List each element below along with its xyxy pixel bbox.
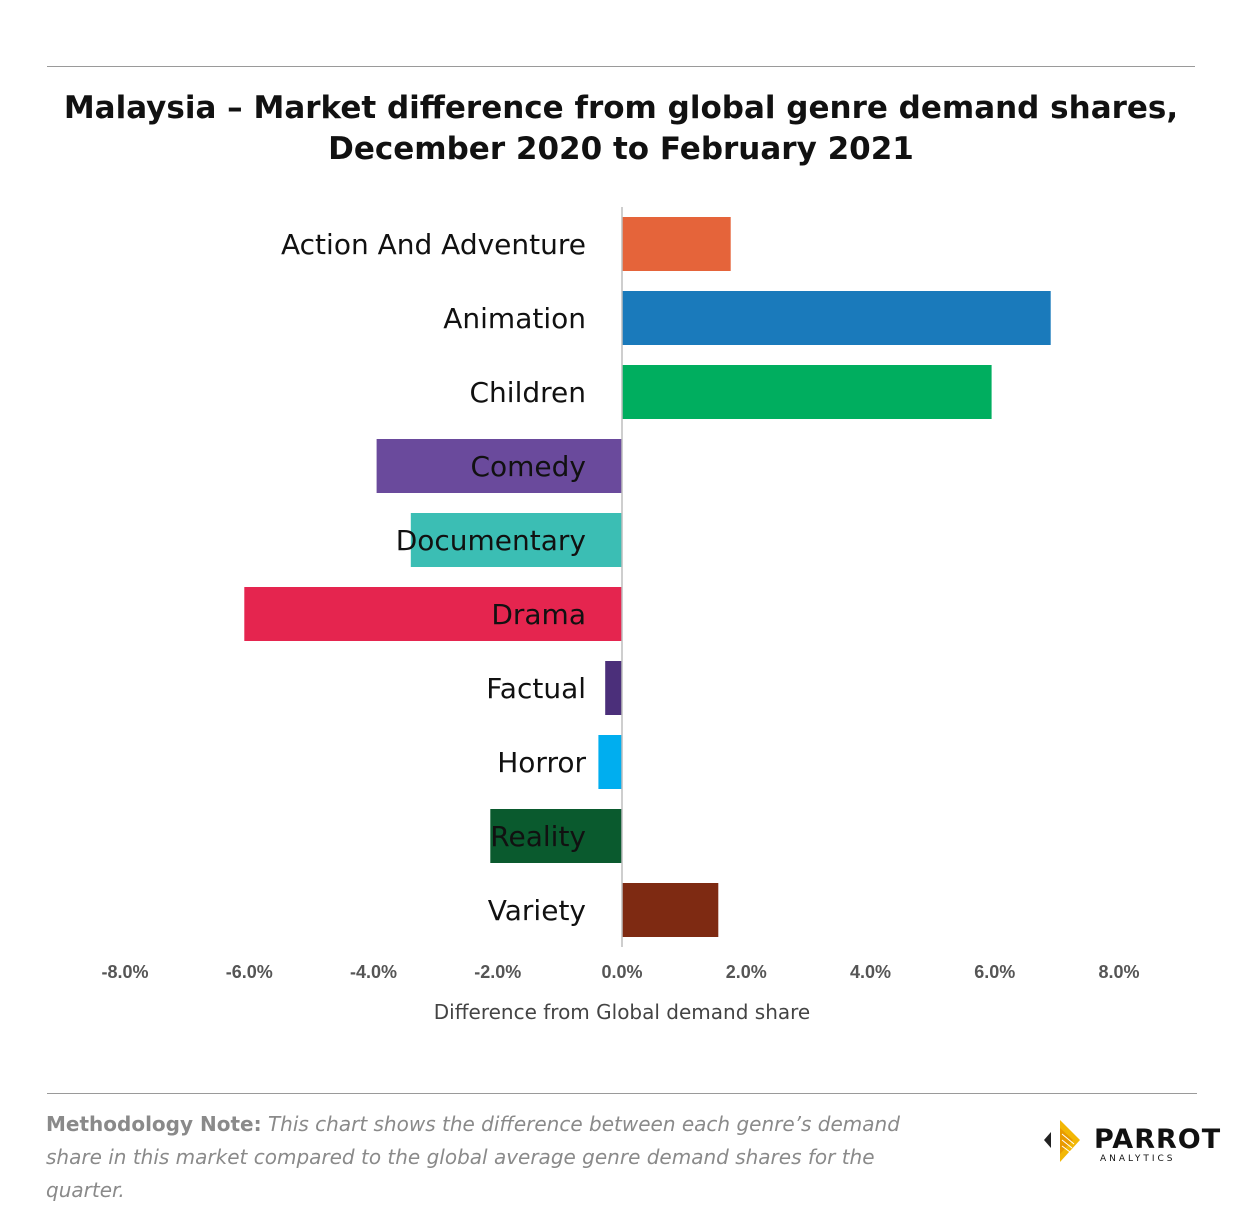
bar-factual	[605, 661, 622, 715]
x-tick-label: 6.0%	[974, 962, 1015, 982]
methodology-note-body: This chart shows the difference between …	[46, 1112, 900, 1202]
category-label: Horror	[497, 746, 586, 779]
logo-subtitle: ANALYTICS	[1100, 1154, 1176, 1164]
bar-reality	[490, 809, 622, 863]
x-tick-label: 2.0%	[726, 962, 767, 982]
bar-comedy	[376, 439, 622, 493]
category-label: Reality	[490, 820, 586, 853]
x-tick-label: 4.0%	[850, 962, 891, 982]
x-tick-label: 8.0%	[1098, 962, 1139, 982]
bar-action-and-adventure	[622, 217, 731, 271]
x-axis-title: Difference from Global demand share	[434, 1000, 810, 1024]
bar-animation	[622, 291, 1051, 345]
bar-chart: Action And Adventure Animation Children Com…	[101, 207, 1140, 1024]
x-tick-label: -4.0%	[350, 962, 397, 982]
bar-children	[622, 365, 992, 419]
bar-horror	[598, 735, 622, 789]
category-label: Variety	[488, 894, 586, 927]
bar-drama	[244, 587, 623, 641]
chart-title-line-2: December 2020 to February 2021	[328, 131, 914, 167]
chart-title: Malaysia – Market difference from global…	[0, 88, 1242, 170]
category-label: Action And Adventure	[281, 228, 586, 261]
top-divider	[47, 66, 1195, 67]
bottom-divider	[47, 1093, 1197, 1094]
category-label: Documentary	[396, 524, 586, 557]
bars-group	[244, 217, 1051, 937]
chart-title-line-1: Malaysia – Market difference from global…	[63, 90, 1179, 126]
x-tick-label: 0.0%	[601, 962, 642, 982]
bar-variety	[622, 883, 719, 937]
bar-documentary	[410, 513, 622, 567]
methodology-note: Methodology Note: This chart shows the d…	[46, 1108, 926, 1207]
category-label: Factual	[486, 672, 586, 705]
category-label: Animation	[443, 302, 586, 335]
x-tick-label: -6.0%	[226, 962, 273, 982]
logo-wordmark: PARROT	[1094, 1124, 1222, 1155]
category-labels-group: Action And Adventure Animation Children Com…	[281, 228, 586, 927]
x-tick-label: -8.0%	[101, 962, 148, 982]
x-tick-labels-group: -8.0% -6.0% -4.0% -2.0% 0.0% 2.0% 4.0% 6.0% 8.0%	[101, 962, 1139, 982]
x-tick-label: -2.0%	[474, 962, 521, 982]
methodology-note-lead: Methodology Note:	[46, 1112, 262, 1136]
parrot-analytics-logo: PARROT ANALYTICS	[1042, 1118, 1220, 1168]
parrot-logo-mark-icon	[1044, 1120, 1080, 1162]
category-label: Children	[470, 376, 587, 409]
category-label: Drama	[491, 598, 586, 631]
category-label: Comedy	[470, 450, 586, 483]
